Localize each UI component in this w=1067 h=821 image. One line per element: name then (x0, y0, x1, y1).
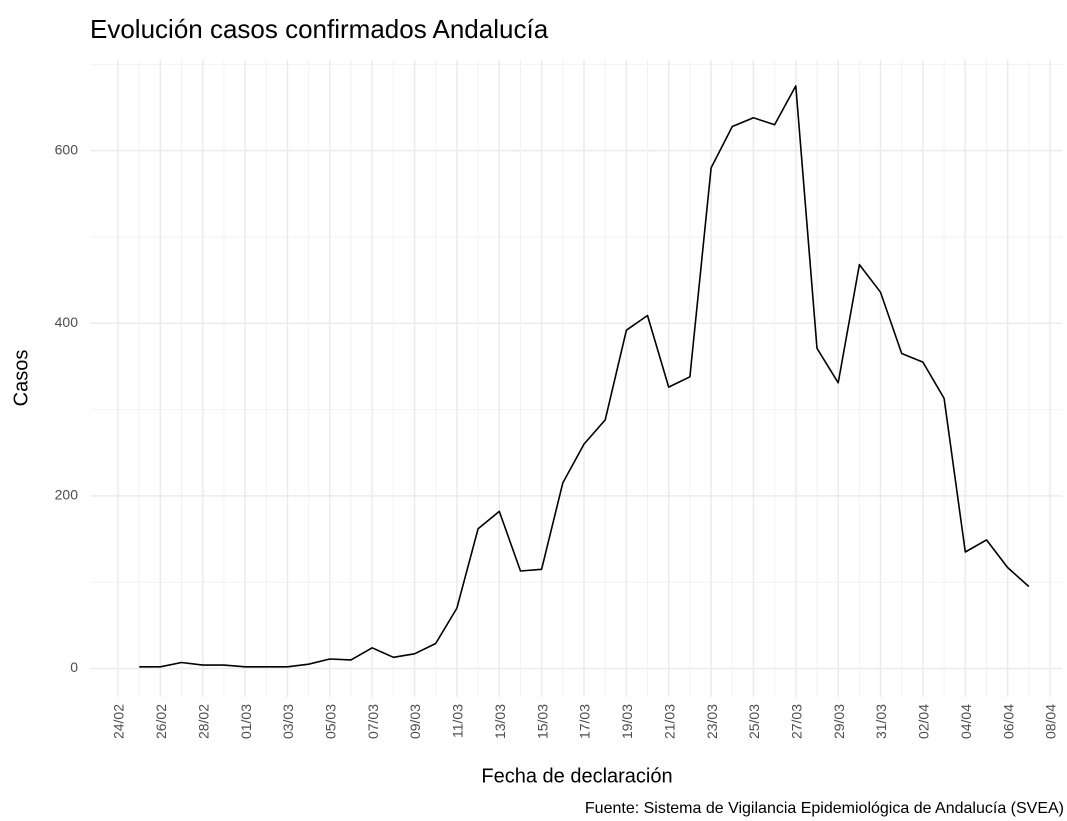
x-tick-label: 21/03 (661, 704, 677, 739)
y-tick-label: 200 (55, 487, 79, 503)
x-axis-title: Fecha de declaración (481, 765, 672, 787)
x-tick-label: 19/03 (619, 704, 635, 739)
x-tick-label: 08/04 (1043, 704, 1059, 739)
x-tick-label: 26/02 (153, 704, 169, 739)
chart-title: Evolución casos confirmados Andalucía (90, 14, 549, 44)
x-tick-label: 04/04 (958, 704, 974, 739)
x-tick-label: 13/03 (492, 704, 508, 739)
y-axis-title: Casos (10, 350, 32, 407)
x-tick-label: 11/03 (450, 704, 466, 738)
y-tick-label: 0 (70, 659, 78, 675)
x-tick-label: 23/03 (704, 704, 720, 739)
x-tick-label: 28/02 (195, 704, 211, 739)
y-tick-label: 600 (55, 141, 79, 157)
x-tick-label: 03/03 (280, 704, 296, 739)
x-tick-label: 02/04 (916, 704, 932, 739)
x-tick-label: 01/03 (238, 704, 254, 739)
caption: Fuente: Sistema de Vigilancia Epidemioló… (585, 800, 1064, 817)
x-tick-label: 27/03 (789, 704, 805, 739)
x-tick-label: 05/03 (323, 704, 339, 739)
x-tick-label: 29/03 (831, 704, 847, 739)
y-tick-label: 400 (55, 314, 79, 330)
x-tick-label: 07/03 (365, 704, 381, 739)
x-tick-label: 25/03 (746, 704, 762, 739)
x-tick-label: 15/03 (534, 704, 550, 739)
x-tick-label: 06/04 (1000, 704, 1016, 739)
x-tick-label: 31/03 (873, 704, 889, 739)
line (139, 85, 1030, 668)
x-tick-label: 17/03 (577, 704, 593, 739)
x-tick-label: 09/03 (407, 704, 423, 739)
x-tick-label: 24/02 (111, 704, 127, 739)
